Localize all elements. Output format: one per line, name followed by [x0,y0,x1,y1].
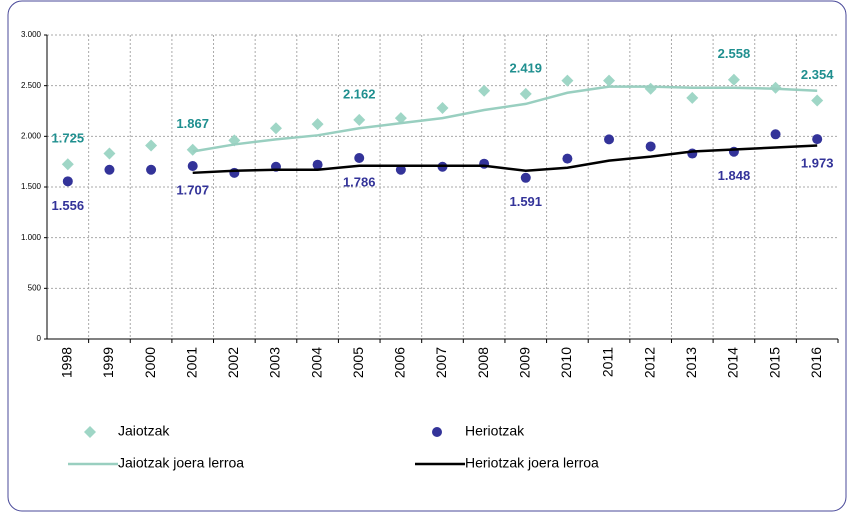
trend-line [192,144,818,175]
data-point [269,122,282,135]
data-label: 1.786 [343,174,376,189]
data-point [603,74,616,87]
data-label: 1.725 [52,131,85,146]
x-tick-label: 2003 [267,347,283,378]
data-point [146,164,157,175]
data-label: 1.591 [509,194,542,209]
data-point [394,112,407,125]
x-tick-label: 2004 [308,347,324,378]
data-point [519,87,532,100]
legend-label: Heriotzak joera lerroa [465,455,599,471]
data-label: 1.973 [801,156,834,171]
data-point [687,148,698,159]
legend-label: Jaiotzak [118,423,170,439]
legend-label: Heriotzak [465,423,525,439]
data-point [645,141,656,152]
y-tick-label: 0 [37,334,42,343]
x-tick-label: 2016 [808,347,824,378]
x-tick-label: 2012 [641,347,657,378]
x-tick-label: 1998 [59,347,75,378]
data-point [520,172,531,183]
data-label: 1.556 [52,198,85,213]
legend-swatch [84,426,96,438]
data-label: 1.867 [176,116,209,131]
data-label: 2.354 [801,67,834,82]
x-tick-label: 2001 [183,347,199,378]
x-tick-label: 2011 [600,347,616,377]
x-tick-label: 2000 [142,347,158,378]
data-point [311,118,324,131]
x-tick-label: 2007 [433,347,449,378]
data-point [353,113,366,126]
data-point [812,134,823,145]
x-tick-label: 2010 [558,347,574,378]
legend-label: Jaiotzak joera lerroa [118,455,244,471]
y-tick-label: 2.500 [21,81,42,90]
data-point [145,139,158,152]
data-label: 2.419 [509,60,542,75]
data-point [312,159,323,170]
data-label: 2.558 [718,46,751,61]
x-tick-label: 2005 [350,347,366,378]
data-point [478,84,491,97]
data-point [103,147,116,160]
data-point [644,82,657,95]
data-point [186,143,199,156]
data-point [811,94,824,107]
data-label: 1.848 [718,168,751,183]
data-point [229,167,240,178]
y-tick-label: 3.000 [21,30,42,39]
data-point [727,73,740,86]
x-tick-label: 2014 [725,347,741,378]
x-tick-label: 2015 [766,347,782,378]
data-point [354,153,365,164]
x-tick-label: 2009 [516,347,532,378]
data-point [61,158,74,171]
data-label: 1.707 [176,182,209,197]
x-tick-label: 2013 [683,347,699,378]
data-point [561,74,574,87]
y-tick-label: 500 [28,283,42,292]
y-tick-label: 1.500 [21,182,42,191]
data-point [104,164,115,175]
chart-border [7,0,847,512]
data-point [187,161,198,172]
legend-swatch [432,427,442,437]
y-tick-label: 1.000 [21,233,42,242]
x-tick-label: 2006 [392,347,408,378]
data-point [686,91,699,104]
x-tick-label: 2008 [475,347,491,378]
data-point [562,153,573,164]
data-point [62,176,73,187]
x-tick-label: 1999 [100,347,116,378]
trend-line [192,85,818,153]
data-label: 2.162 [343,86,376,101]
data-point [604,134,615,145]
y-tick-label: 2.000 [21,131,42,140]
x-tick-label: 2002 [225,347,241,378]
data-point [436,101,449,114]
data-point [770,129,781,140]
data-point [395,164,406,175]
